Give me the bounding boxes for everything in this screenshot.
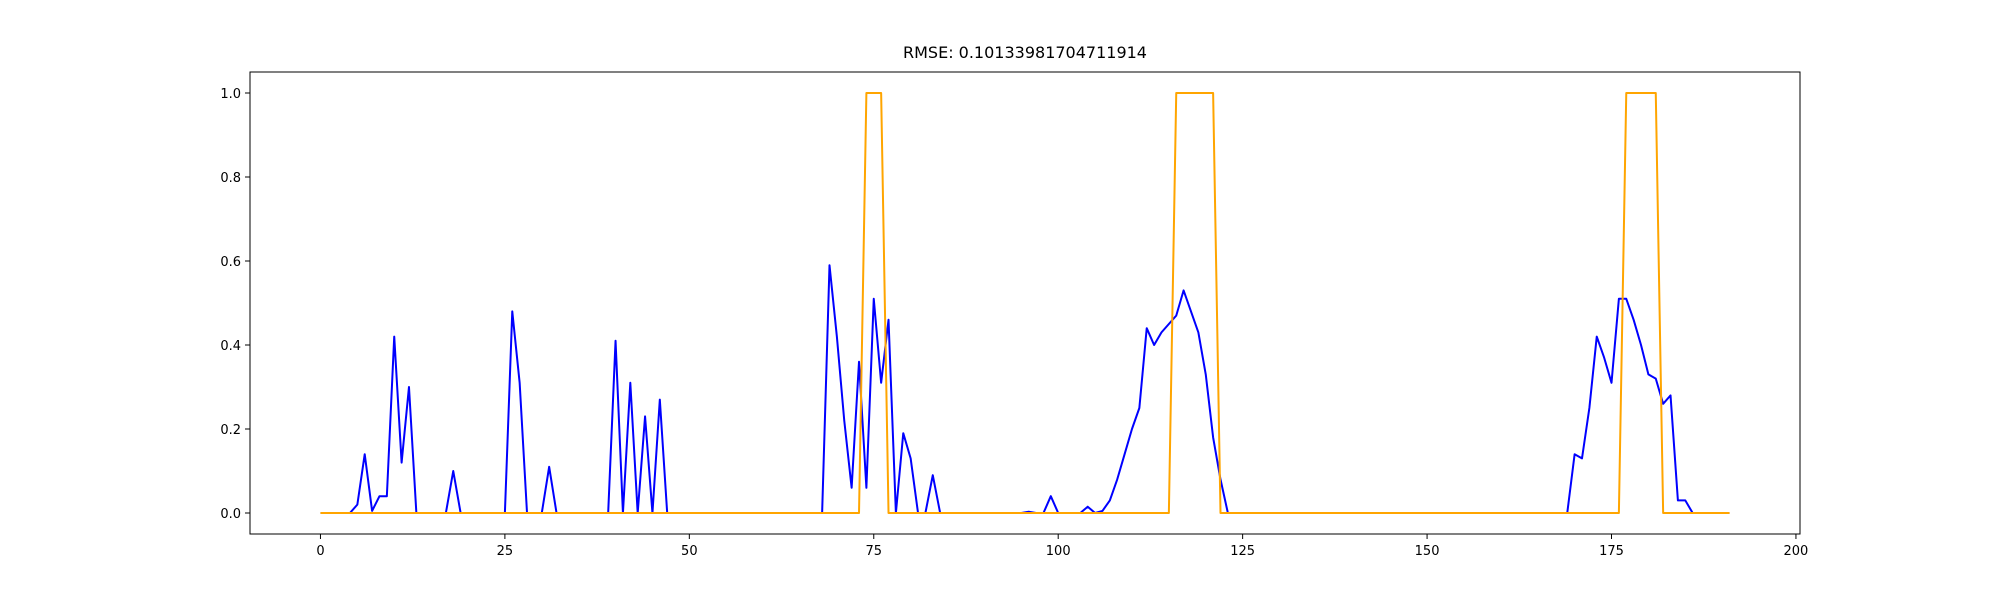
y-tick-label: 1.0: [220, 87, 241, 102]
y-tick-label: 0.0: [220, 507, 241, 522]
x-tick-label: 0: [316, 544, 324, 559]
x-tick-label: 25: [497, 544, 514, 559]
x-tick-label: 175: [1599, 544, 1624, 559]
x-tick-label: 75: [865, 544, 882, 559]
x-tick-label: 200: [1784, 544, 1809, 559]
y-tick-label: 0.4: [220, 339, 241, 354]
x-tick-label: 100: [1046, 544, 1071, 559]
series-line: [320, 92, 1730, 514]
x-tick-label: 150: [1415, 544, 1440, 559]
y-tick-label: 0.2: [220, 423, 241, 438]
y-tick-label: 0.6: [220, 255, 241, 270]
x-tick-label: 50: [681, 544, 698, 559]
series-line: [320, 264, 1730, 514]
x-tick-label: 125: [1230, 544, 1255, 559]
chart-title: RMSE: 0.10133981704711914: [903, 43, 1147, 62]
y-tick-label: 0.8: [220, 171, 241, 186]
plot-frame: [249, 71, 1801, 535]
